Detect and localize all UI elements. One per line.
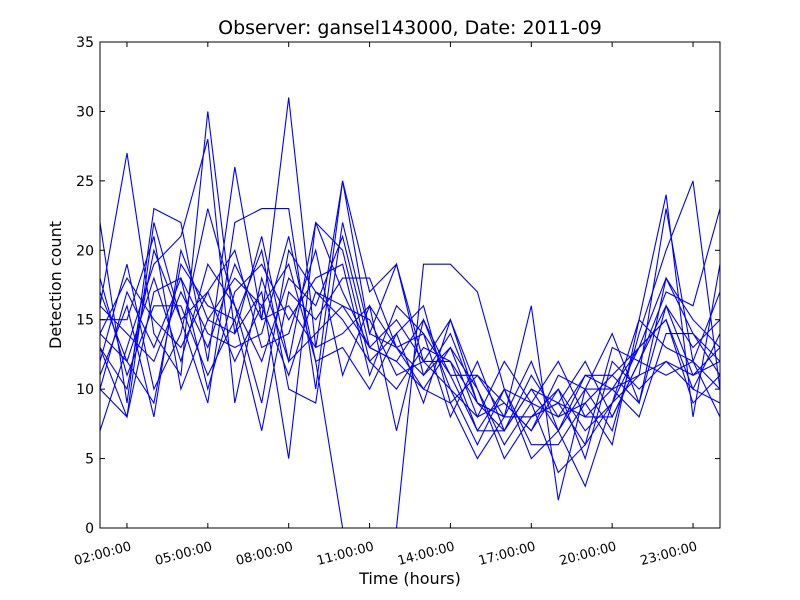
plot-frame <box>99 41 721 529</box>
chart-title: Observer: gansel143000, Date: 2011-09 <box>218 17 602 39</box>
y-tick-label-6: 30 <box>76 104 94 120</box>
y-tick-label-2: 10 <box>76 382 94 398</box>
x-axis-title: Time (hours) <box>358 569 461 588</box>
y-axis-title: Detection count <box>46 221 65 349</box>
y-tick-label-1: 5 <box>85 452 94 468</box>
series-line-15 <box>99 236 721 529</box>
y-tick-label-7: 35 <box>76 35 94 51</box>
series-line-12 <box>99 234 721 446</box>
series-lines <box>99 97 721 529</box>
y-tick-label-5: 25 <box>76 174 94 190</box>
y-tick-label-3: 15 <box>76 313 94 329</box>
plot-area <box>100 42 720 528</box>
y-tick-label-4: 20 <box>76 243 94 259</box>
y-tick-label-0: 0 <box>85 521 94 537</box>
series-line-14 <box>99 248 721 432</box>
series-line-11 <box>99 236 721 432</box>
